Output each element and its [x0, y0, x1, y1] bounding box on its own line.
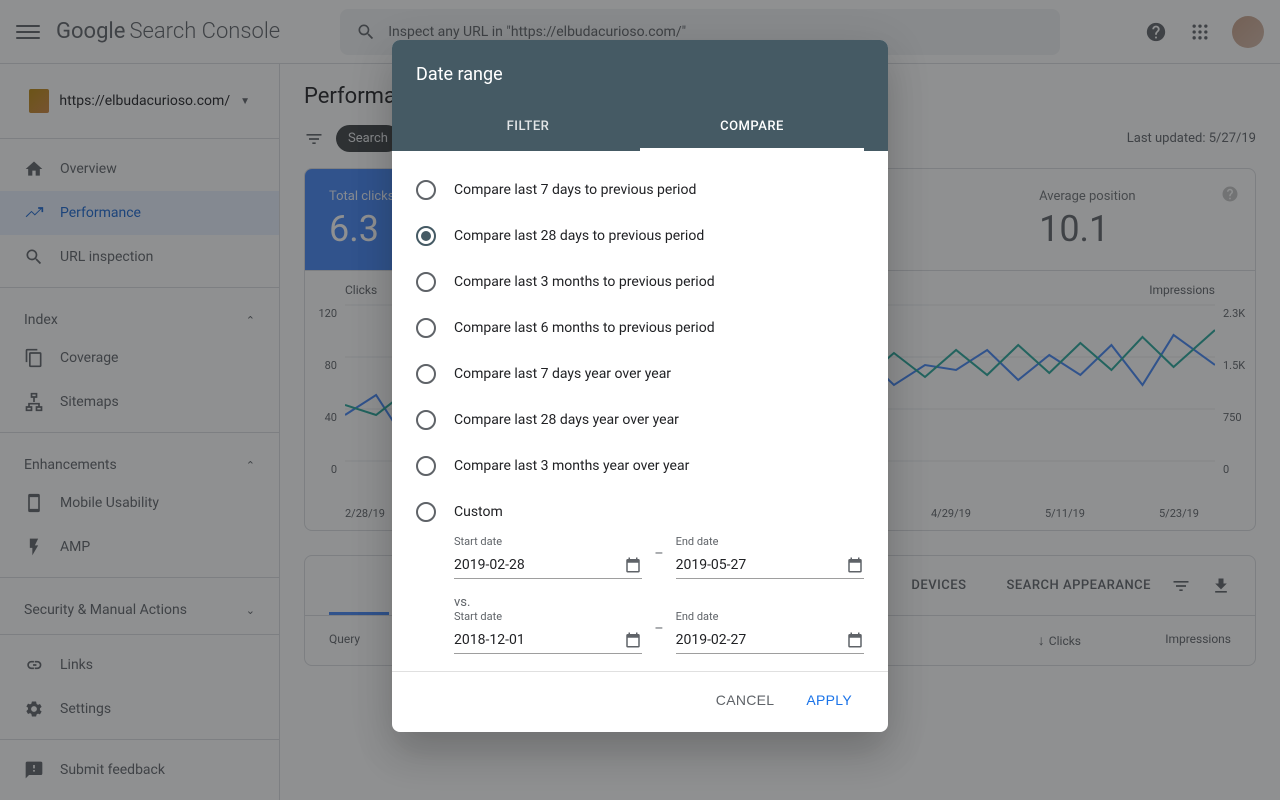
- radio-option[interactable]: Compare last 28 days to previous period: [416, 213, 864, 259]
- radio-label: Compare last 3 months to previous period: [454, 274, 715, 290]
- dialog-tab-compare[interactable]: COMPARE: [640, 105, 864, 151]
- radio-icon: [416, 364, 436, 384]
- end-date-input[interactable]: 2019-05-27: [676, 552, 864, 579]
- calendar-icon[interactable]: [846, 556, 864, 574]
- radio-label: Compare last 7 days year over year: [454, 366, 671, 382]
- radio-icon: [416, 456, 436, 476]
- radio-option[interactable]: Compare last 28 days year over year: [416, 397, 864, 443]
- dialog-title: Date range: [416, 64, 864, 85]
- apply-button[interactable]: APPLY: [794, 684, 864, 716]
- radio-label: Compare last 6 months to previous period: [454, 320, 715, 336]
- date-field-row: Start date2019-02-28–End date2019-05-27: [454, 535, 864, 579]
- radio-option[interactable]: Compare last 7 days to previous period: [416, 167, 864, 213]
- end-date-input[interactable]: 2019-02-27: [676, 627, 864, 654]
- radio-option[interactable]: Compare last 6 months to previous period: [416, 305, 864, 351]
- radio-icon: [416, 318, 436, 338]
- radio-label: Custom: [454, 504, 503, 520]
- date-field-row: Start date2018-12-01–End date2019-02-27: [454, 610, 864, 654]
- radio-option[interactable]: Custom: [416, 489, 864, 535]
- radio-icon: [416, 410, 436, 430]
- radio-label: Compare last 28 days to previous period: [454, 228, 704, 244]
- radio-icon: [416, 180, 436, 200]
- calendar-icon[interactable]: [846, 631, 864, 649]
- radio-option[interactable]: Compare last 3 months to previous period: [416, 259, 864, 305]
- start-date-input[interactable]: 2019-02-28: [454, 552, 642, 579]
- dialog-overlay[interactable]: Date range FILTER COMPARE Compare last 7…: [0, 0, 1280, 800]
- cancel-button[interactable]: CANCEL: [704, 684, 787, 716]
- radio-icon: [416, 502, 436, 522]
- radio-icon: [416, 226, 436, 246]
- dialog-tab-filter[interactable]: FILTER: [416, 105, 640, 151]
- radio-label: Compare last 7 days to previous period: [454, 182, 696, 198]
- calendar-icon[interactable]: [624, 556, 642, 574]
- date-range-dialog: Date range FILTER COMPARE Compare last 7…: [392, 40, 888, 732]
- radio-option[interactable]: Compare last 7 days year over year: [416, 351, 864, 397]
- vs-label: vs.: [454, 595, 864, 610]
- radio-label: Compare last 3 months year over year: [454, 458, 689, 474]
- radio-icon: [416, 272, 436, 292]
- calendar-icon[interactable]: [624, 631, 642, 649]
- radio-label: Compare last 28 days year over year: [454, 412, 679, 428]
- radio-option[interactable]: Compare last 3 months year over year: [416, 443, 864, 489]
- start-date-input[interactable]: 2018-12-01: [454, 627, 642, 654]
